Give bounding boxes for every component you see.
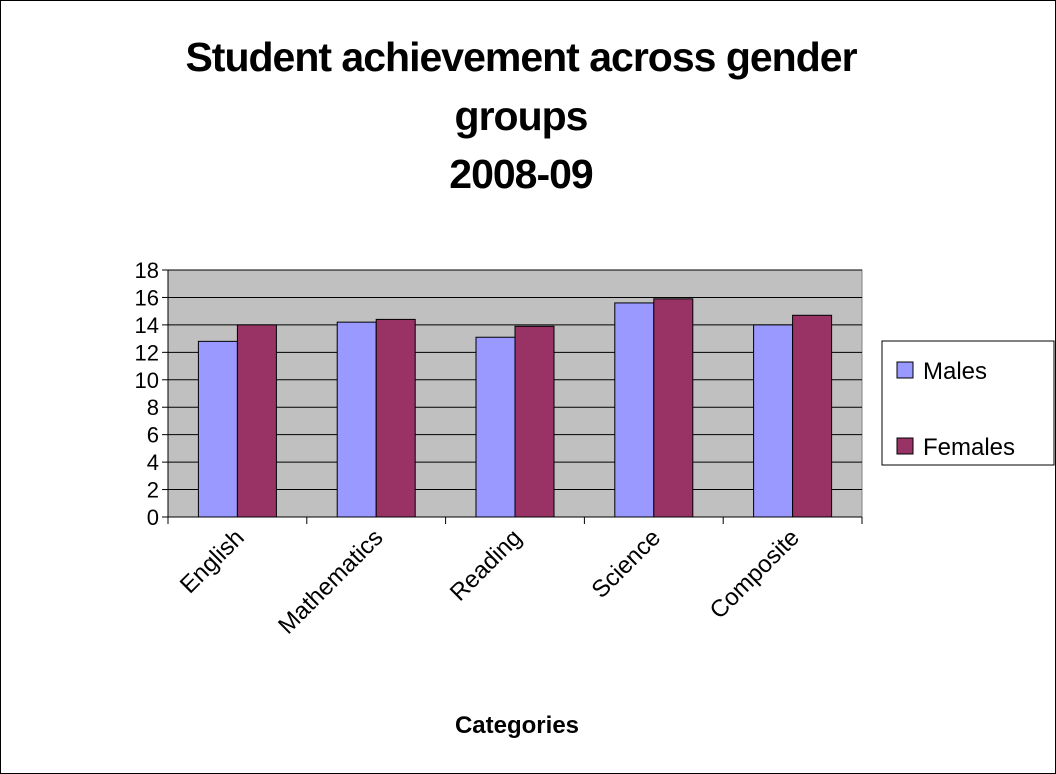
bar-females-reading xyxy=(514,325,555,518)
y-tick-label-3: 6 xyxy=(147,423,159,448)
y-tick-label-7: 14 xyxy=(135,313,159,338)
bar-females-composite xyxy=(792,314,833,518)
chart-title-line-3: 2008-09 xyxy=(449,151,593,197)
chart-title-line-2: groups xyxy=(455,93,588,139)
y-tick-label-4: 8 xyxy=(147,395,159,420)
x-category-label-science: Science xyxy=(587,524,666,603)
x-axis-title: Categories xyxy=(455,712,579,739)
bar-females-mathematics xyxy=(375,318,416,518)
legend-label-females: Females xyxy=(923,434,1015,461)
bar-males-composite xyxy=(753,324,794,518)
bar-males-mathematics xyxy=(336,321,377,518)
x-category-label-reading: Reading xyxy=(445,524,527,606)
y-tick-label-9: 18 xyxy=(135,258,159,283)
legend-label-males: Males xyxy=(923,358,987,385)
y-tick-label-5: 10 xyxy=(135,368,159,393)
y-tick-label-8: 16 xyxy=(135,285,159,310)
bar-males-reading xyxy=(475,336,516,518)
chart-title-line-1: Student achievement across gender xyxy=(185,34,857,80)
x-category-label-mathematics: Mathematics xyxy=(273,524,388,639)
legend: Males Females xyxy=(881,340,1055,466)
x-category-label-composite: Composite xyxy=(705,524,805,624)
y-tick-label-0: 0 xyxy=(147,505,159,530)
bar-males-english xyxy=(197,340,238,518)
y-tick-label-1: 2 xyxy=(147,478,159,503)
legend-swatch-females xyxy=(896,437,914,455)
y-tick-label-6: 12 xyxy=(135,340,159,365)
y-tick-label-2: 4 xyxy=(147,450,159,475)
bar-females-science xyxy=(653,298,694,518)
legend-swatch-males xyxy=(896,361,914,379)
x-category-label-english: English xyxy=(175,524,250,599)
bar-males-science xyxy=(614,302,655,518)
bar-females-english xyxy=(236,324,277,518)
